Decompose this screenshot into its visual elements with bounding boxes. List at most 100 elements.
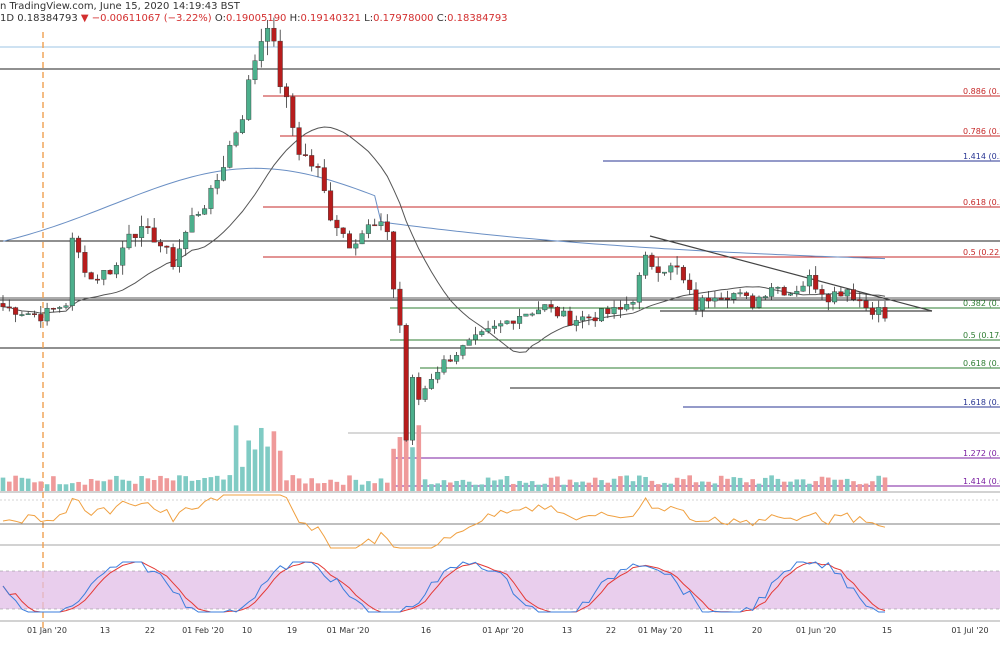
candle-body-119[interactable] bbox=[743, 292, 749, 296]
candle-body-99[interactable] bbox=[617, 307, 623, 310]
candle-body-13[interactable] bbox=[76, 237, 82, 253]
candle-body-82[interactable] bbox=[510, 320, 516, 324]
candle-body-63[interactable] bbox=[391, 231, 397, 290]
candle-body-95[interactable] bbox=[592, 317, 598, 322]
candle-body-73[interactable] bbox=[454, 355, 460, 362]
candle-body-46[interactable] bbox=[284, 86, 290, 98]
candle-body-37[interactable] bbox=[227, 145, 233, 168]
candle-body-75[interactable] bbox=[466, 339, 472, 346]
candle-body-4[interactable] bbox=[19, 314, 25, 316]
candle-body-12[interactable] bbox=[69, 237, 75, 306]
candle-body-118[interactable] bbox=[737, 292, 743, 295]
candle-body-86[interactable] bbox=[536, 309, 542, 315]
candle-body-69[interactable] bbox=[428, 379, 434, 389]
candle-body-39[interactable] bbox=[239, 119, 245, 133]
candle-body-53[interactable] bbox=[328, 190, 334, 221]
candle-body-44[interactable] bbox=[271, 27, 277, 42]
candle-body-80[interactable] bbox=[498, 323, 504, 327]
candle-body-106[interactable] bbox=[662, 271, 668, 274]
candle-body-31[interactable] bbox=[189, 215, 195, 233]
candle-body-130[interactable] bbox=[813, 275, 819, 290]
candle-body-140[interactable] bbox=[876, 307, 882, 315]
candle-body-26[interactable] bbox=[157, 241, 163, 247]
candle-body-116[interactable] bbox=[725, 297, 731, 300]
candle-body-57[interactable] bbox=[353, 243, 359, 249]
candle-body-88[interactable] bbox=[548, 304, 554, 308]
candle-body-103[interactable] bbox=[643, 254, 649, 276]
candle-body-43[interactable] bbox=[265, 27, 271, 42]
candle-body-100[interactable] bbox=[624, 304, 630, 310]
candle-body-128[interactable] bbox=[800, 285, 806, 292]
candle-body-134[interactable] bbox=[838, 291, 844, 297]
candle-body-55[interactable] bbox=[340, 227, 346, 234]
candle-body-135[interactable] bbox=[844, 289, 850, 297]
candle-body-87[interactable] bbox=[542, 304, 548, 311]
candle-body-137[interactable] bbox=[857, 299, 863, 302]
candle-body-141[interactable] bbox=[882, 307, 888, 319]
candle-body-38[interactable] bbox=[233, 132, 239, 146]
candle-body-30[interactable] bbox=[183, 231, 189, 250]
candle-body-28[interactable] bbox=[170, 247, 176, 267]
candle-body-3[interactable] bbox=[13, 307, 19, 315]
candle-body-139[interactable] bbox=[869, 307, 875, 315]
candle-body-59[interactable] bbox=[365, 224, 371, 234]
candle-body-127[interactable] bbox=[794, 290, 800, 295]
candle-body-111[interactable] bbox=[693, 289, 699, 311]
candle-body-14[interactable] bbox=[82, 252, 88, 273]
candle-body-54[interactable] bbox=[334, 219, 340, 229]
candle-body-110[interactable] bbox=[687, 279, 693, 290]
candle-body-6[interactable] bbox=[32, 313, 38, 315]
candle-body-114[interactable] bbox=[712, 297, 718, 302]
candle-body-79[interactable] bbox=[491, 325, 497, 329]
candle-body-45[interactable] bbox=[277, 40, 283, 88]
candle-body-48[interactable] bbox=[296, 127, 302, 155]
candle-body-131[interactable] bbox=[819, 289, 825, 295]
candle-body-115[interactable] bbox=[718, 297, 724, 300]
candle-body-18[interactable] bbox=[107, 270, 113, 275]
candle-body-34[interactable] bbox=[208, 187, 214, 209]
candle-body-96[interactable] bbox=[599, 308, 605, 322]
candle-body-104[interactable] bbox=[649, 254, 655, 267]
candle-body-8[interactable] bbox=[44, 307, 50, 322]
candle-body-92[interactable] bbox=[573, 320, 579, 326]
candle-body-9[interactable] bbox=[50, 307, 56, 310]
candle-body-136[interactable] bbox=[851, 289, 857, 300]
candle-body-138[interactable] bbox=[863, 300, 869, 309]
candle-body-35[interactable] bbox=[214, 180, 220, 189]
candle-body-15[interactable] bbox=[88, 272, 94, 280]
candle-body-91[interactable] bbox=[567, 310, 573, 326]
candle-body-47[interactable] bbox=[290, 96, 296, 128]
candle-body-64[interactable] bbox=[397, 288, 403, 326]
candle-body-83[interactable] bbox=[517, 316, 523, 324]
candle-body-84[interactable] bbox=[523, 313, 529, 317]
candle-body-109[interactable] bbox=[680, 266, 686, 281]
candle-body-67[interactable] bbox=[416, 377, 422, 400]
candle-body-108[interactable] bbox=[674, 265, 680, 268]
candle-body-20[interactable] bbox=[120, 247, 126, 266]
candle-body-32[interactable] bbox=[195, 213, 201, 216]
candle-body-77[interactable] bbox=[479, 331, 485, 335]
candle-body-40[interactable] bbox=[246, 79, 252, 120]
candle-body-2[interactable] bbox=[6, 306, 12, 309]
candle-body-101[interactable] bbox=[630, 302, 636, 305]
candle-body-41[interactable] bbox=[252, 60, 258, 80]
candle-body-74[interactable] bbox=[460, 345, 466, 356]
candle-body-42[interactable] bbox=[258, 41, 264, 61]
candle-body-5[interactable] bbox=[25, 313, 31, 315]
candle-body-112[interactable] bbox=[699, 297, 705, 311]
candle-body-60[interactable] bbox=[372, 224, 378, 227]
candle-body-107[interactable] bbox=[668, 265, 674, 273]
candle-body-97[interactable] bbox=[605, 308, 611, 314]
candle-body-7[interactable] bbox=[38, 314, 44, 322]
candle-body-58[interactable] bbox=[359, 233, 365, 245]
candle-body-61[interactable] bbox=[378, 221, 384, 226]
candle-body-36[interactable] bbox=[220, 167, 226, 181]
candle-body-121[interactable] bbox=[756, 296, 762, 308]
candle-body-123[interactable] bbox=[769, 287, 775, 297]
candle-body-49[interactable] bbox=[302, 154, 308, 156]
candle-body-66[interactable] bbox=[410, 377, 416, 441]
candle-body-78[interactable] bbox=[485, 328, 491, 332]
candle-body-27[interactable] bbox=[164, 245, 170, 248]
candle-body-98[interactable] bbox=[611, 307, 617, 314]
